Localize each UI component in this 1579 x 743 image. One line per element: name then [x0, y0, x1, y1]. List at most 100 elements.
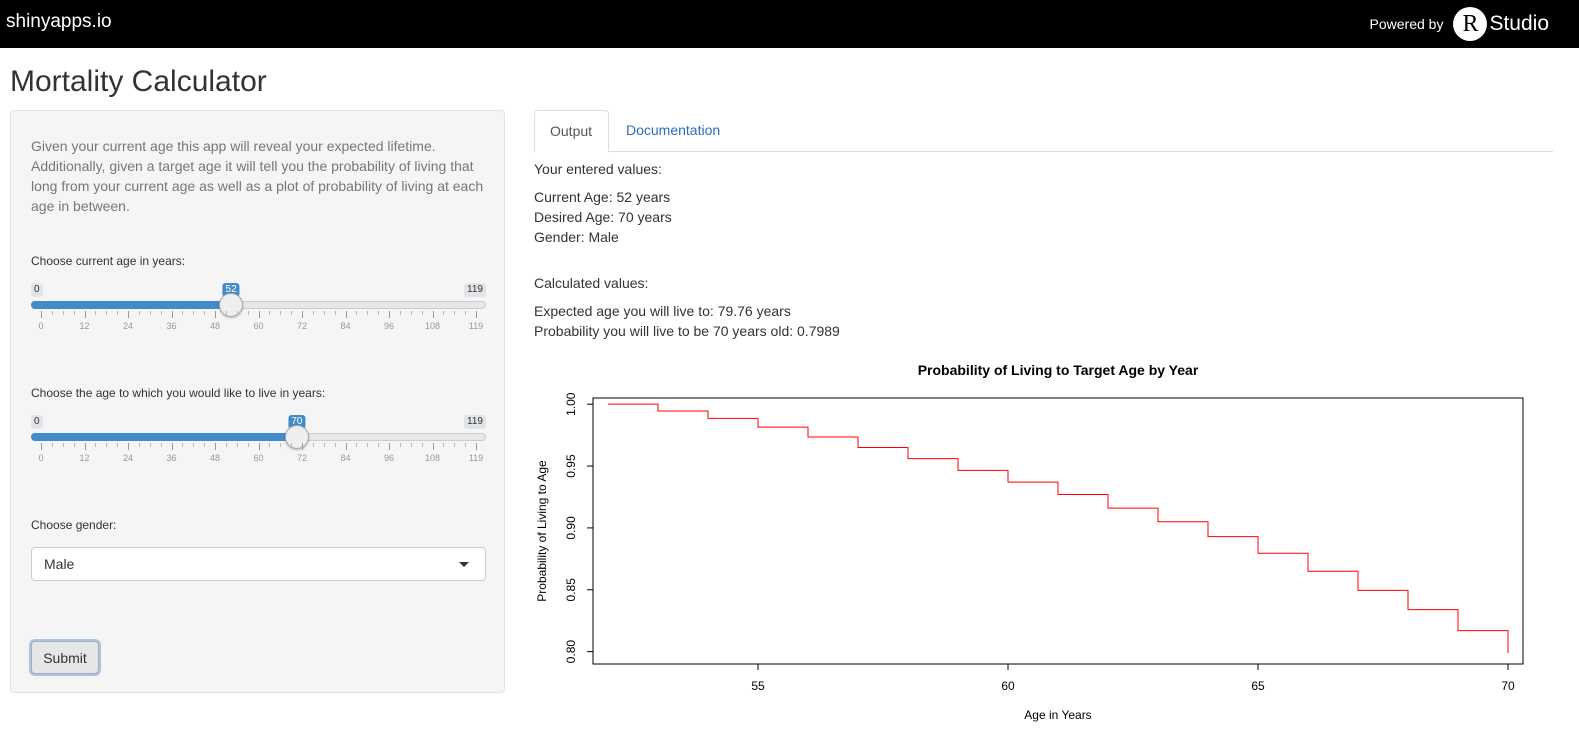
slider-fill	[31, 433, 297, 441]
expected-age-output: Expected age you will live to: 79.76 yea…	[534, 303, 791, 319]
x-tick-label: 65	[1251, 679, 1265, 693]
slider-major-tick	[84, 443, 86, 450]
slider-major-tick	[389, 311, 390, 318]
slider-tick-label: 24	[122, 321, 134, 331]
slider-minor-tick	[73, 443, 75, 447]
slider-minor-tick	[291, 311, 293, 315]
gender-output: Gender: Male	[534, 229, 619, 245]
submit-button[interactable]: Submit	[31, 641, 99, 674]
slider-minor-tick	[149, 443, 151, 447]
desired-age-output: Desired Age: 70 years	[534, 209, 672, 225]
slider-minor-tick	[399, 443, 401, 447]
slider-min-label: 0	[31, 283, 43, 297]
slider-minor-tick	[236, 311, 238, 315]
slider-major-tick	[41, 443, 42, 450]
slider-minor-tick	[247, 443, 249, 447]
slider-minor-tick	[73, 311, 75, 315]
slider-minor-tick	[356, 443, 358, 447]
slider-tick-label: 0	[38, 321, 44, 331]
slider-minor-tick	[356, 311, 358, 315]
y-tick-label: 0.90	[564, 516, 578, 540]
slider-minor-tick	[247, 311, 249, 315]
tab-bar: Output Documentation	[534, 110, 1553, 153]
slider-tick-label: 119	[468, 321, 484, 331]
tab-documentation[interactable]: Documentation	[626, 122, 721, 138]
slider-tick-label: 24	[122, 453, 134, 463]
brand-link[interactable]: shinyapps.io	[6, 11, 112, 32]
calculated-values-heading: Calculated values:	[534, 275, 649, 291]
powered-by-label: Powered by	[1369, 16, 1444, 32]
slider-major-tick	[432, 443, 434, 450]
studio-label: Studio	[1489, 12, 1549, 35]
slider-minor-tick	[454, 443, 456, 447]
slider-minor-tick	[323, 443, 325, 447]
slider-major-tick	[41, 311, 42, 318]
slider-major-tick	[171, 443, 173, 450]
slider-tick-label: 60	[253, 453, 264, 463]
slider-major-tick	[215, 311, 216, 318]
slider-major-tick	[432, 311, 434, 318]
slider-tick-label: 72	[296, 321, 308, 331]
slider-minor-tick	[312, 443, 314, 447]
slider-fill	[31, 301, 232, 309]
slider-minor-tick	[193, 311, 195, 315]
current-age-slider[interactable]: 0 119 52 0 12 24 36 48 60 72 84 96 108 119	[31, 283, 486, 343]
slider-minor-tick	[334, 443, 336, 447]
slider-tick-label: 96	[383, 321, 395, 331]
slider-minor-tick	[465, 443, 467, 447]
slider-minor-tick	[291, 443, 293, 447]
x-tick-label: 55	[751, 679, 765, 693]
intro-text: Given your current age this app will rev…	[31, 138, 484, 214]
slider-minor-tick	[95, 311, 97, 315]
slider-minor-tick	[138, 311, 140, 315]
slider-minor-tick	[225, 443, 227, 447]
target-age-label: Choose the age to which you would like t…	[31, 386, 326, 400]
chart-svg: Probability of Living to Target Age by Y…	[535, 362, 1524, 722]
slider-minor-tick	[204, 311, 206, 315]
slider-minor-tick	[378, 443, 380, 447]
y-axis-label: Probability of Living to Age	[535, 460, 549, 602]
y-tick-label: 0.85	[564, 578, 578, 602]
slider-minor-tick	[269, 311, 271, 315]
slider-minor-tick	[95, 443, 97, 447]
slider-tick-label: 119	[468, 453, 484, 463]
slider-minor-tick	[323, 311, 325, 315]
powered-by-rstudio[interactable]: Powered by R Studio	[1370, 6, 1549, 42]
probability-output: Probability you will live to be 70 years…	[534, 323, 840, 339]
slider-min-label: 0	[31, 415, 43, 429]
tab-output[interactable]: Output	[534, 110, 609, 153]
target-age-slider[interactable]: 0 119 70 0 12 24 36 48 60 72 84 96 108 119	[31, 415, 486, 475]
slider-minor-tick	[51, 311, 53, 315]
gender-select[interactable]: Male	[31, 547, 486, 581]
slider-minor-tick	[465, 311, 467, 315]
slider-minor-tick	[62, 311, 64, 315]
slider-minor-tick	[62, 443, 64, 447]
slider-handle[interactable]	[219, 293, 244, 317]
top-navbar: shinyapps.io Powered by R Studio	[0, 0, 1579, 48]
slider-minor-tick	[106, 443, 108, 447]
slider-tick-label: 48	[209, 453, 221, 463]
slider-minor-tick	[367, 311, 369, 315]
slider-major-tick	[345, 311, 347, 318]
slider-tick-label: 72	[296, 453, 308, 463]
slider-major-tick	[84, 311, 86, 318]
slider-major-tick	[258, 311, 260, 318]
slider-minor-tick	[160, 311, 162, 315]
slider-major-tick	[302, 443, 303, 450]
slider-max-label: 119	[464, 415, 486, 429]
x-tick-label: 60	[1001, 679, 1015, 693]
entered-values-heading: Your entered values:	[534, 161, 662, 177]
slider-minor-tick	[399, 311, 401, 315]
y-tick-label: 0.80	[564, 640, 578, 664]
slider-minor-tick	[280, 311, 282, 315]
slider-major-tick	[389, 443, 390, 450]
slider-tick-label: 108	[424, 453, 441, 463]
slider-major-tick	[215, 443, 216, 450]
slider-tick-label: 60	[253, 321, 264, 331]
x-axis-label: Age in Years	[1024, 708, 1091, 722]
slider-minor-tick	[421, 443, 423, 447]
slider-handle[interactable]	[284, 425, 309, 449]
slider-minor-tick	[367, 443, 369, 447]
slider-major-tick	[302, 311, 303, 318]
slider-tick-label: 36	[166, 453, 177, 463]
